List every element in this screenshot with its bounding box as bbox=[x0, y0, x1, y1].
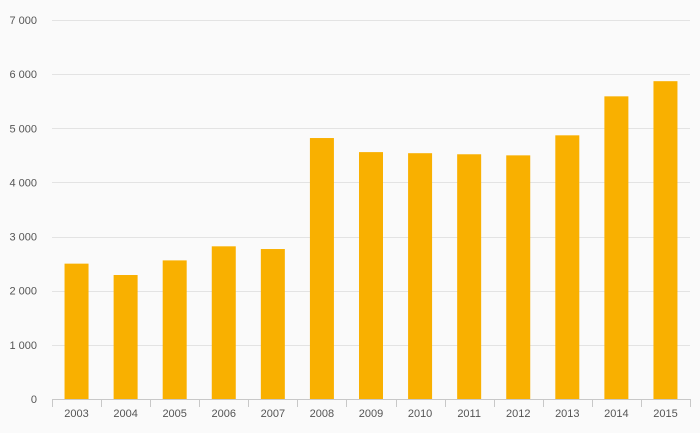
x-tick-label: 2003 bbox=[64, 408, 88, 420]
x-tick-label: 2012 bbox=[506, 408, 530, 420]
y-axis-tick-labels: 0 1 000 2 000 3 000 4 000 5 000 6 000 7 000 bbox=[9, 15, 37, 406]
bar-2010 bbox=[408, 153, 433, 399]
x-tick-label: 2009 bbox=[359, 408, 383, 420]
bar-2011 bbox=[457, 154, 482, 399]
y-tick-label: 5 000 bbox=[9, 123, 37, 135]
x-tick-label: 2010 bbox=[408, 408, 432, 420]
x-tick-label: 2015 bbox=[653, 408, 677, 420]
y-tick-label: 2 000 bbox=[9, 286, 37, 298]
y-tick-label: 7 000 bbox=[9, 15, 37, 27]
y-tick-label: 4 000 bbox=[9, 177, 37, 189]
y-tick-label: 3 000 bbox=[9, 232, 37, 244]
bar-2006 bbox=[211, 246, 236, 399]
y-tick-label: 0 bbox=[31, 394, 37, 406]
bar-2009 bbox=[359, 152, 383, 399]
bar-2013 bbox=[555, 135, 580, 399]
y-tick-label: 6 000 bbox=[9, 69, 37, 81]
x-tick-label: 2005 bbox=[162, 408, 186, 420]
x-tick-label: 2007 bbox=[261, 408, 285, 420]
bar-2008 bbox=[309, 138, 334, 399]
bars bbox=[64, 81, 678, 399]
x-tick-label: 2013 bbox=[555, 408, 579, 420]
bar-2004 bbox=[113, 275, 138, 399]
bar-2005 bbox=[162, 260, 187, 399]
bar-2012 bbox=[506, 155, 531, 399]
x-tick-label: 2008 bbox=[310, 408, 334, 420]
bar-2014 bbox=[604, 96, 629, 399]
bar-2007 bbox=[260, 249, 285, 399]
x-tick-label: 2004 bbox=[113, 408, 137, 420]
x-tick-label: 2006 bbox=[212, 408, 236, 420]
bar-2015 bbox=[653, 81, 678, 399]
bar-2003 bbox=[64, 263, 89, 399]
x-tick-label: 2011 bbox=[457, 408, 481, 420]
x-axis-ticks: 2003 2004 2005 2006 2007 2008 2009 2010 2011 2012… bbox=[52, 399, 691, 420]
y-tick-label: 1 000 bbox=[9, 340, 37, 352]
x-tick-label: 2014 bbox=[604, 408, 628, 420]
